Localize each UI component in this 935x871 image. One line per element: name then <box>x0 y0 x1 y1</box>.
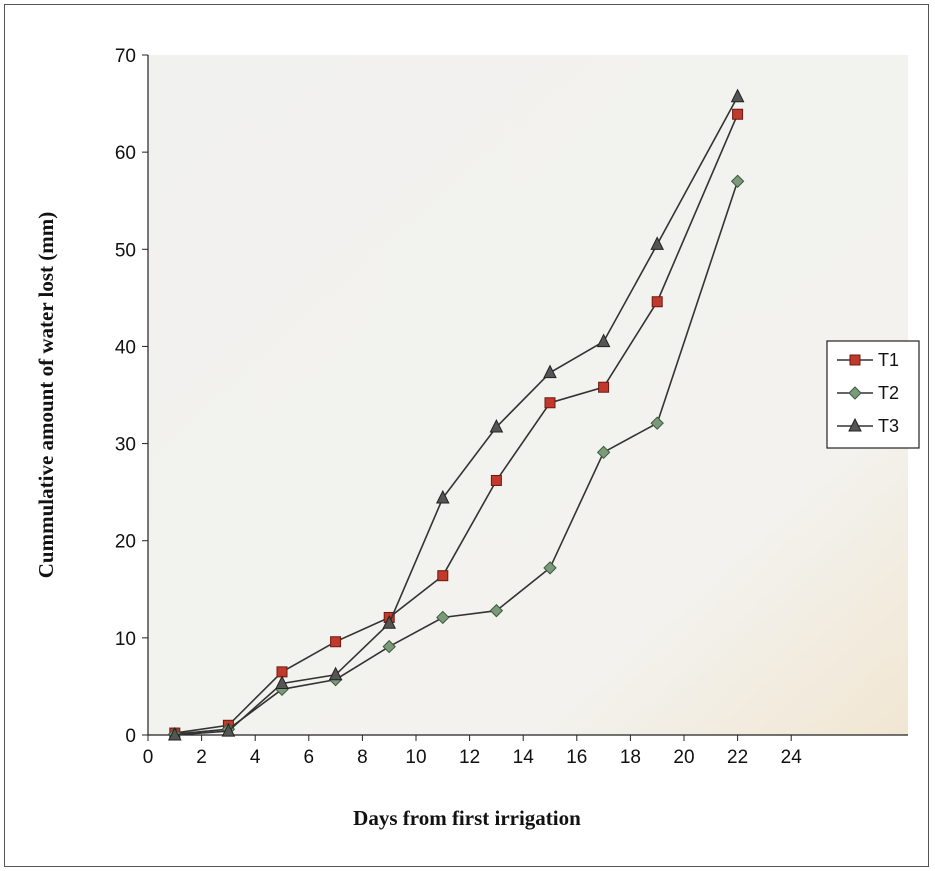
data-point-t1 <box>732 108 744 120</box>
data-point-t2 <box>436 610 450 625</box>
data-point-t2 <box>730 174 745 188</box>
series-t2 <box>168 174 745 741</box>
y-axis-ticks: 0 10 20 30 40 50 60 70 <box>115 46 148 747</box>
y-axis-title: Cummulative amount of water lost (mm) <box>34 212 58 578</box>
x-tick-label: 6 <box>304 747 315 768</box>
data-point-t1 <box>544 397 556 409</box>
legend-marker-triangle-icon <box>848 417 862 432</box>
data-point-t3 <box>543 364 557 379</box>
y-tick-label: 60 <box>115 143 136 164</box>
y-tick-label: 70 <box>115 46 136 67</box>
data-point-t1 <box>651 296 663 308</box>
x-tick-label: 8 <box>357 747 368 768</box>
legend-item-t2: T2 <box>837 383 899 403</box>
data-point-t3 <box>650 236 665 250</box>
legend: T1 T2 T3 <box>826 340 920 449</box>
data-point-t3 <box>275 675 289 690</box>
x-tick-label: 4 <box>250 747 261 768</box>
data-point-t2 <box>543 561 557 575</box>
x-tick-label: 20 <box>673 747 694 768</box>
data-point-t3 <box>221 722 236 737</box>
y-tick-label: 20 <box>115 532 136 553</box>
data-point-t3 <box>489 418 504 433</box>
data-point-t2 <box>650 416 664 430</box>
data-point-t3 <box>382 615 397 629</box>
series-t3 <box>167 88 745 741</box>
x-tick-label: 14 <box>513 747 535 768</box>
data-point-t1 <box>490 474 502 486</box>
legend-marker-diamond-icon <box>848 386 862 400</box>
x-tick-label: 10 <box>405 747 426 768</box>
legend-item-t3: T3 <box>837 416 899 436</box>
y-tick-label: 10 <box>115 629 136 650</box>
legend-label: T2 <box>878 383 899 403</box>
x-axis-title: Days from first irrigation <box>353 806 581 830</box>
legend-item-t1: T1 <box>837 350 899 370</box>
y-tick-label: 50 <box>115 240 136 261</box>
data-point-t3 <box>730 88 745 103</box>
x-tick-label: 0 <box>143 747 154 768</box>
data-point-t3 <box>167 726 182 741</box>
y-tick-label: 0 <box>125 726 136 747</box>
x-tick-label: 18 <box>620 747 641 768</box>
x-axis-ticks: 0 2 4 6 8 10 12 14 16 18 20 22 24 <box>143 735 802 768</box>
y-tick-label: 40 <box>115 337 136 358</box>
x-tick-label: 12 <box>459 747 480 768</box>
data-point-t1 <box>330 636 342 648</box>
data-point-t3 <box>328 666 343 681</box>
data-point-t2 <box>382 639 396 654</box>
series-t1 <box>169 108 744 739</box>
data-point-t3 <box>435 489 450 504</box>
data-point-t2 <box>489 603 504 618</box>
data-point-t3 <box>596 333 611 348</box>
data-point-t1 <box>276 666 288 678</box>
legend-label: T1 <box>878 350 899 370</box>
data-point-t1 <box>437 570 449 582</box>
series-layer <box>167 88 745 741</box>
data-point-t1 <box>598 381 610 393</box>
x-tick-label: 2 <box>196 747 207 768</box>
legend-marker-square-icon <box>849 354 861 366</box>
x-tick-label: 24 <box>781 747 803 768</box>
legend-box <box>826 340 920 449</box>
y-tick-label: 30 <box>115 435 136 456</box>
legend-label: T3 <box>878 416 899 436</box>
x-tick-label: 22 <box>727 747 748 768</box>
x-tick-label: 16 <box>566 747 587 768</box>
data-point-t2 <box>596 445 611 460</box>
